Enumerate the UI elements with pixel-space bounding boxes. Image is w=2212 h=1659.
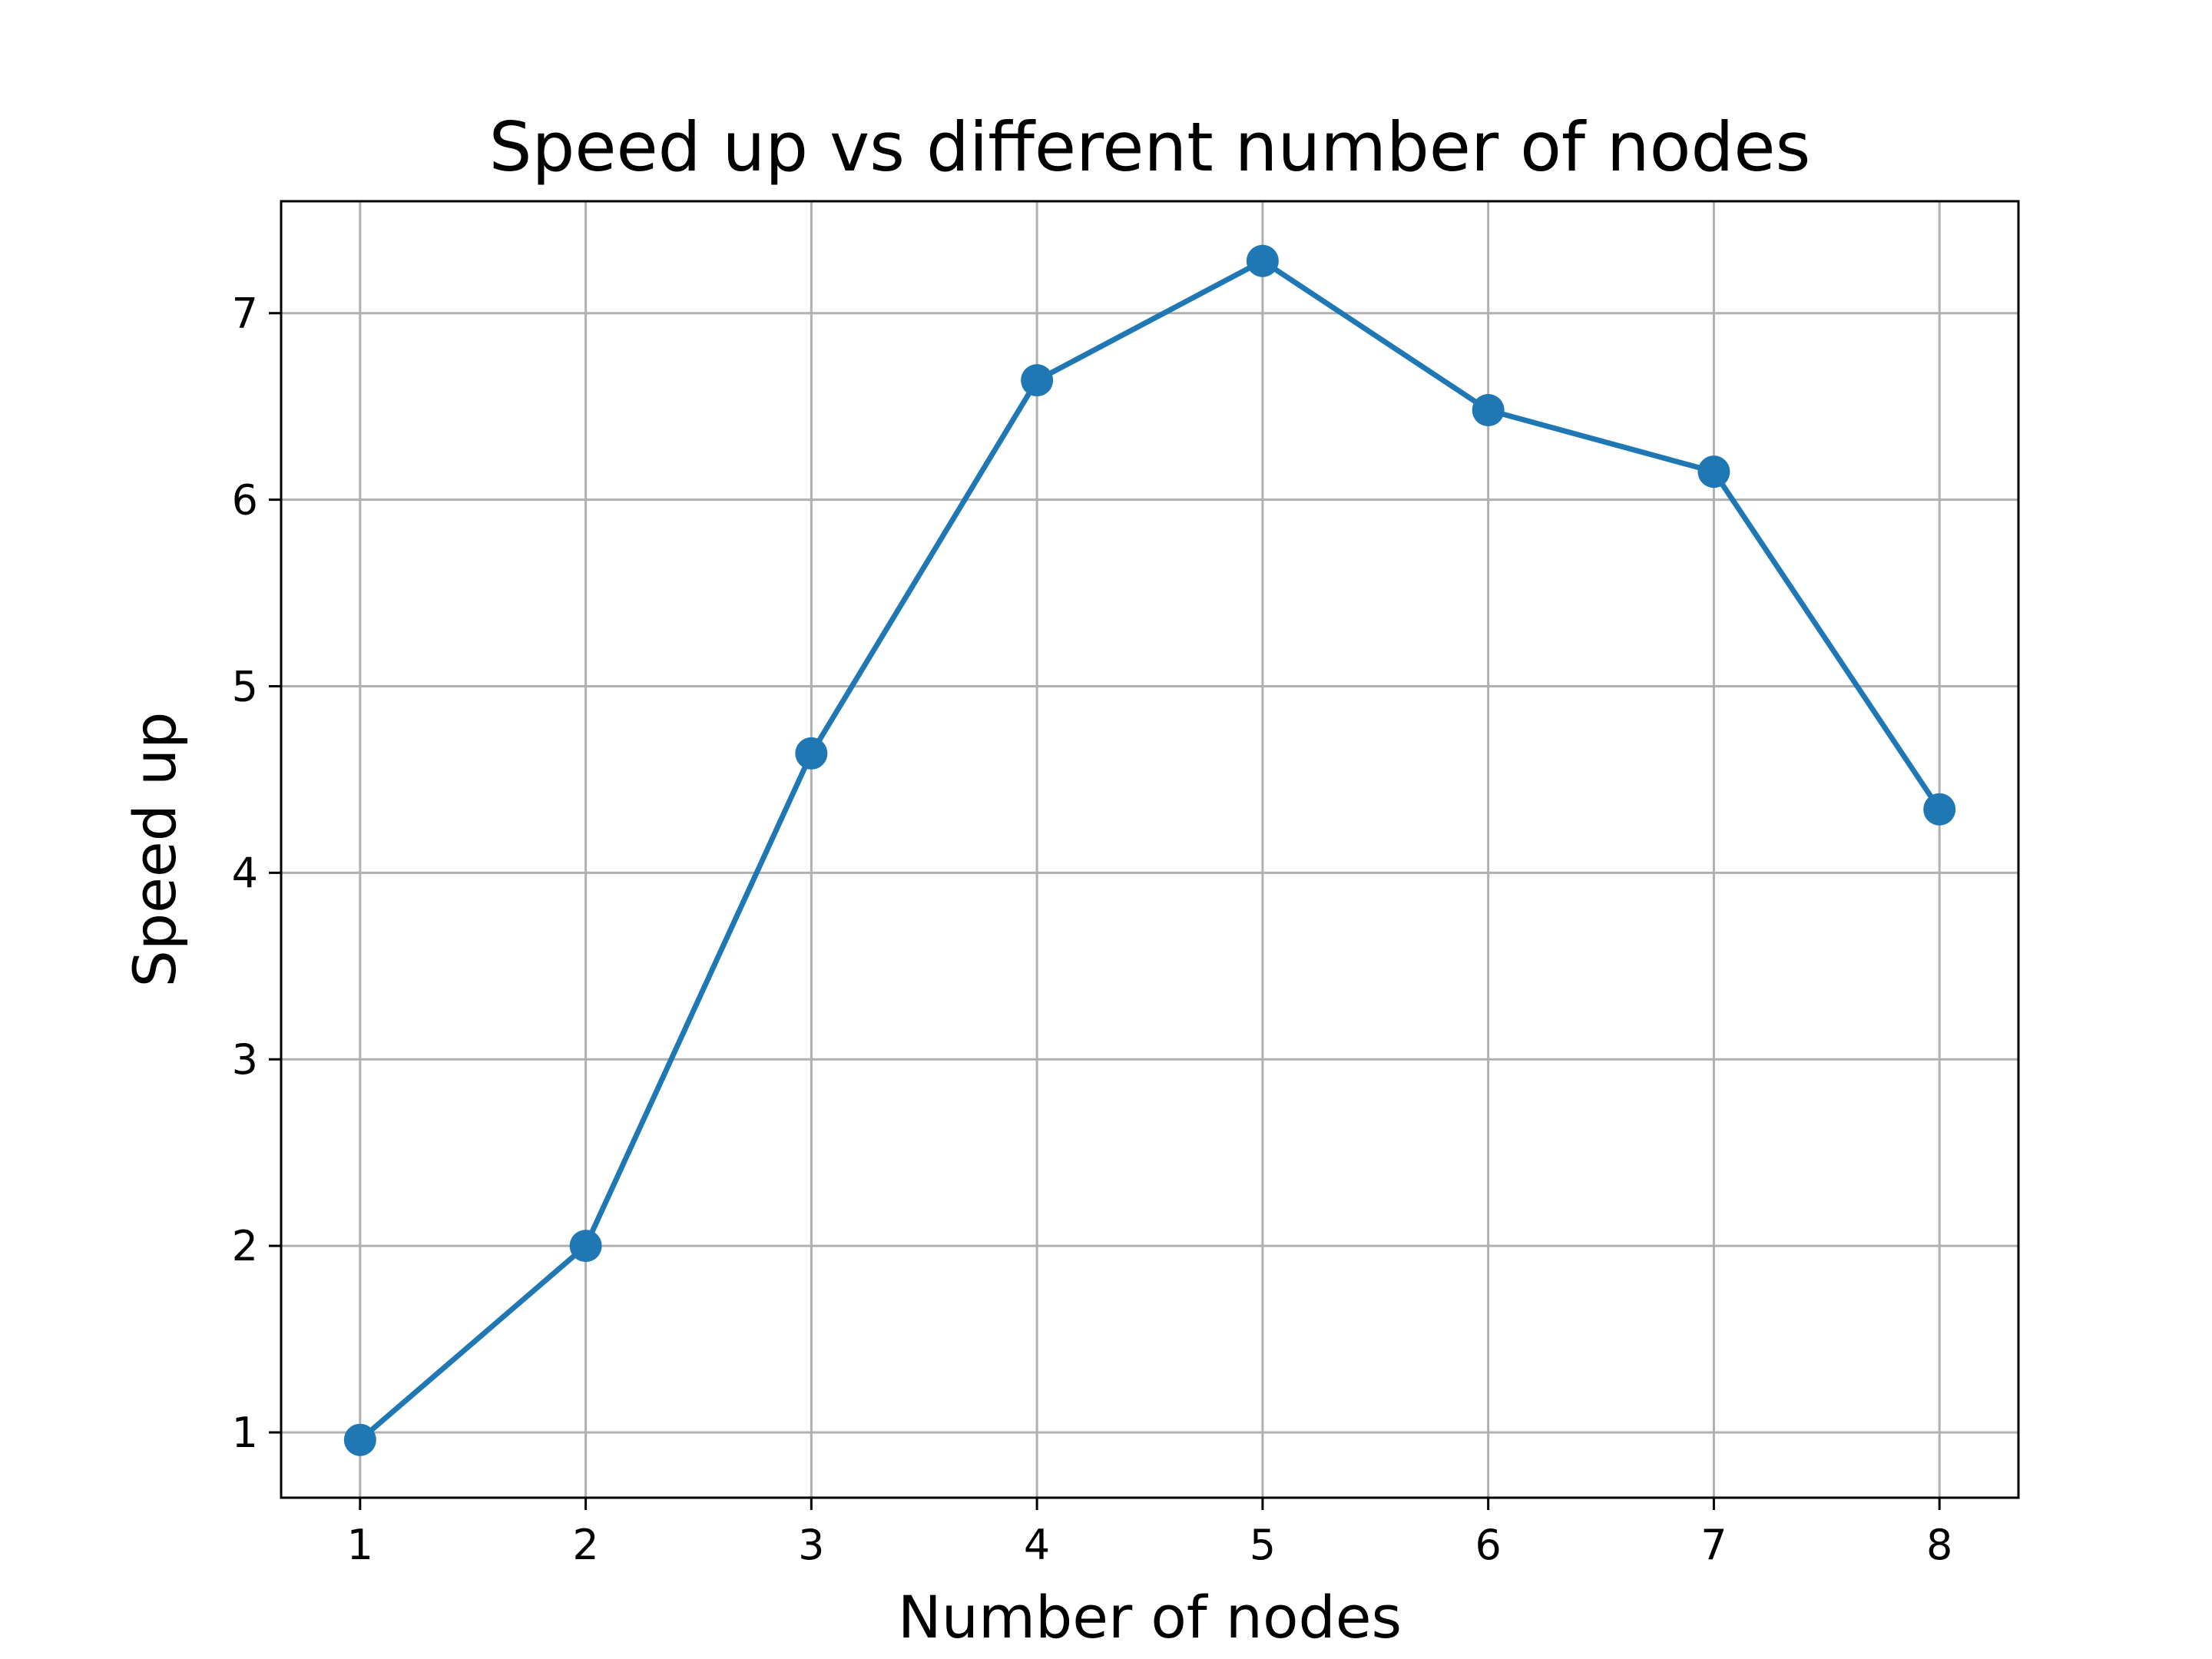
data-point-marker: [1021, 364, 1054, 397]
x-tick-label: 4: [1024, 1521, 1050, 1569]
y-tick-label: 1: [232, 1409, 258, 1457]
data-point-marker: [1472, 394, 1505, 427]
y-tick-label: 4: [232, 849, 258, 897]
x-tick-label: 3: [798, 1521, 824, 1569]
chart-title: Speed up vs different number of nodes: [489, 108, 1811, 187]
axis-ticks: [269, 312, 1941, 1510]
y-tick-label: 2: [232, 1222, 258, 1270]
y-tick-label: 5: [232, 662, 258, 710]
tick-labels: 1 2 3 4 5 6 7 8 1 2 3 4 5 6 7: [232, 290, 1953, 1569]
data-series: [343, 244, 1956, 1456]
data-point-marker: [343, 1423, 376, 1456]
y-axis-label: Speed up: [121, 712, 189, 988]
x-tick-label: 2: [572, 1521, 598, 1569]
x-tick-label: 7: [1700, 1521, 1727, 1569]
data-point-marker: [1923, 793, 1956, 826]
x-tick-label: 8: [1926, 1521, 1952, 1569]
y-tick-label: 6: [232, 476, 258, 525]
data-point-marker: [569, 1230, 602, 1263]
y-tick-label: 3: [232, 1035, 258, 1084]
plot-area-border: [280, 200, 2020, 1499]
x-tick-label: 5: [1250, 1521, 1276, 1569]
x-axis-label: Number of nodes: [898, 1583, 1402, 1651]
data-point-marker: [1246, 244, 1279, 277]
series-line: [356, 258, 1944, 1444]
x-tick-label: 6: [1475, 1521, 1501, 1569]
data-point-marker: [1697, 455, 1730, 488]
y-tick-label: 7: [232, 290, 258, 338]
x-tick-label: 1: [347, 1521, 373, 1569]
data-point-marker: [795, 737, 828, 770]
